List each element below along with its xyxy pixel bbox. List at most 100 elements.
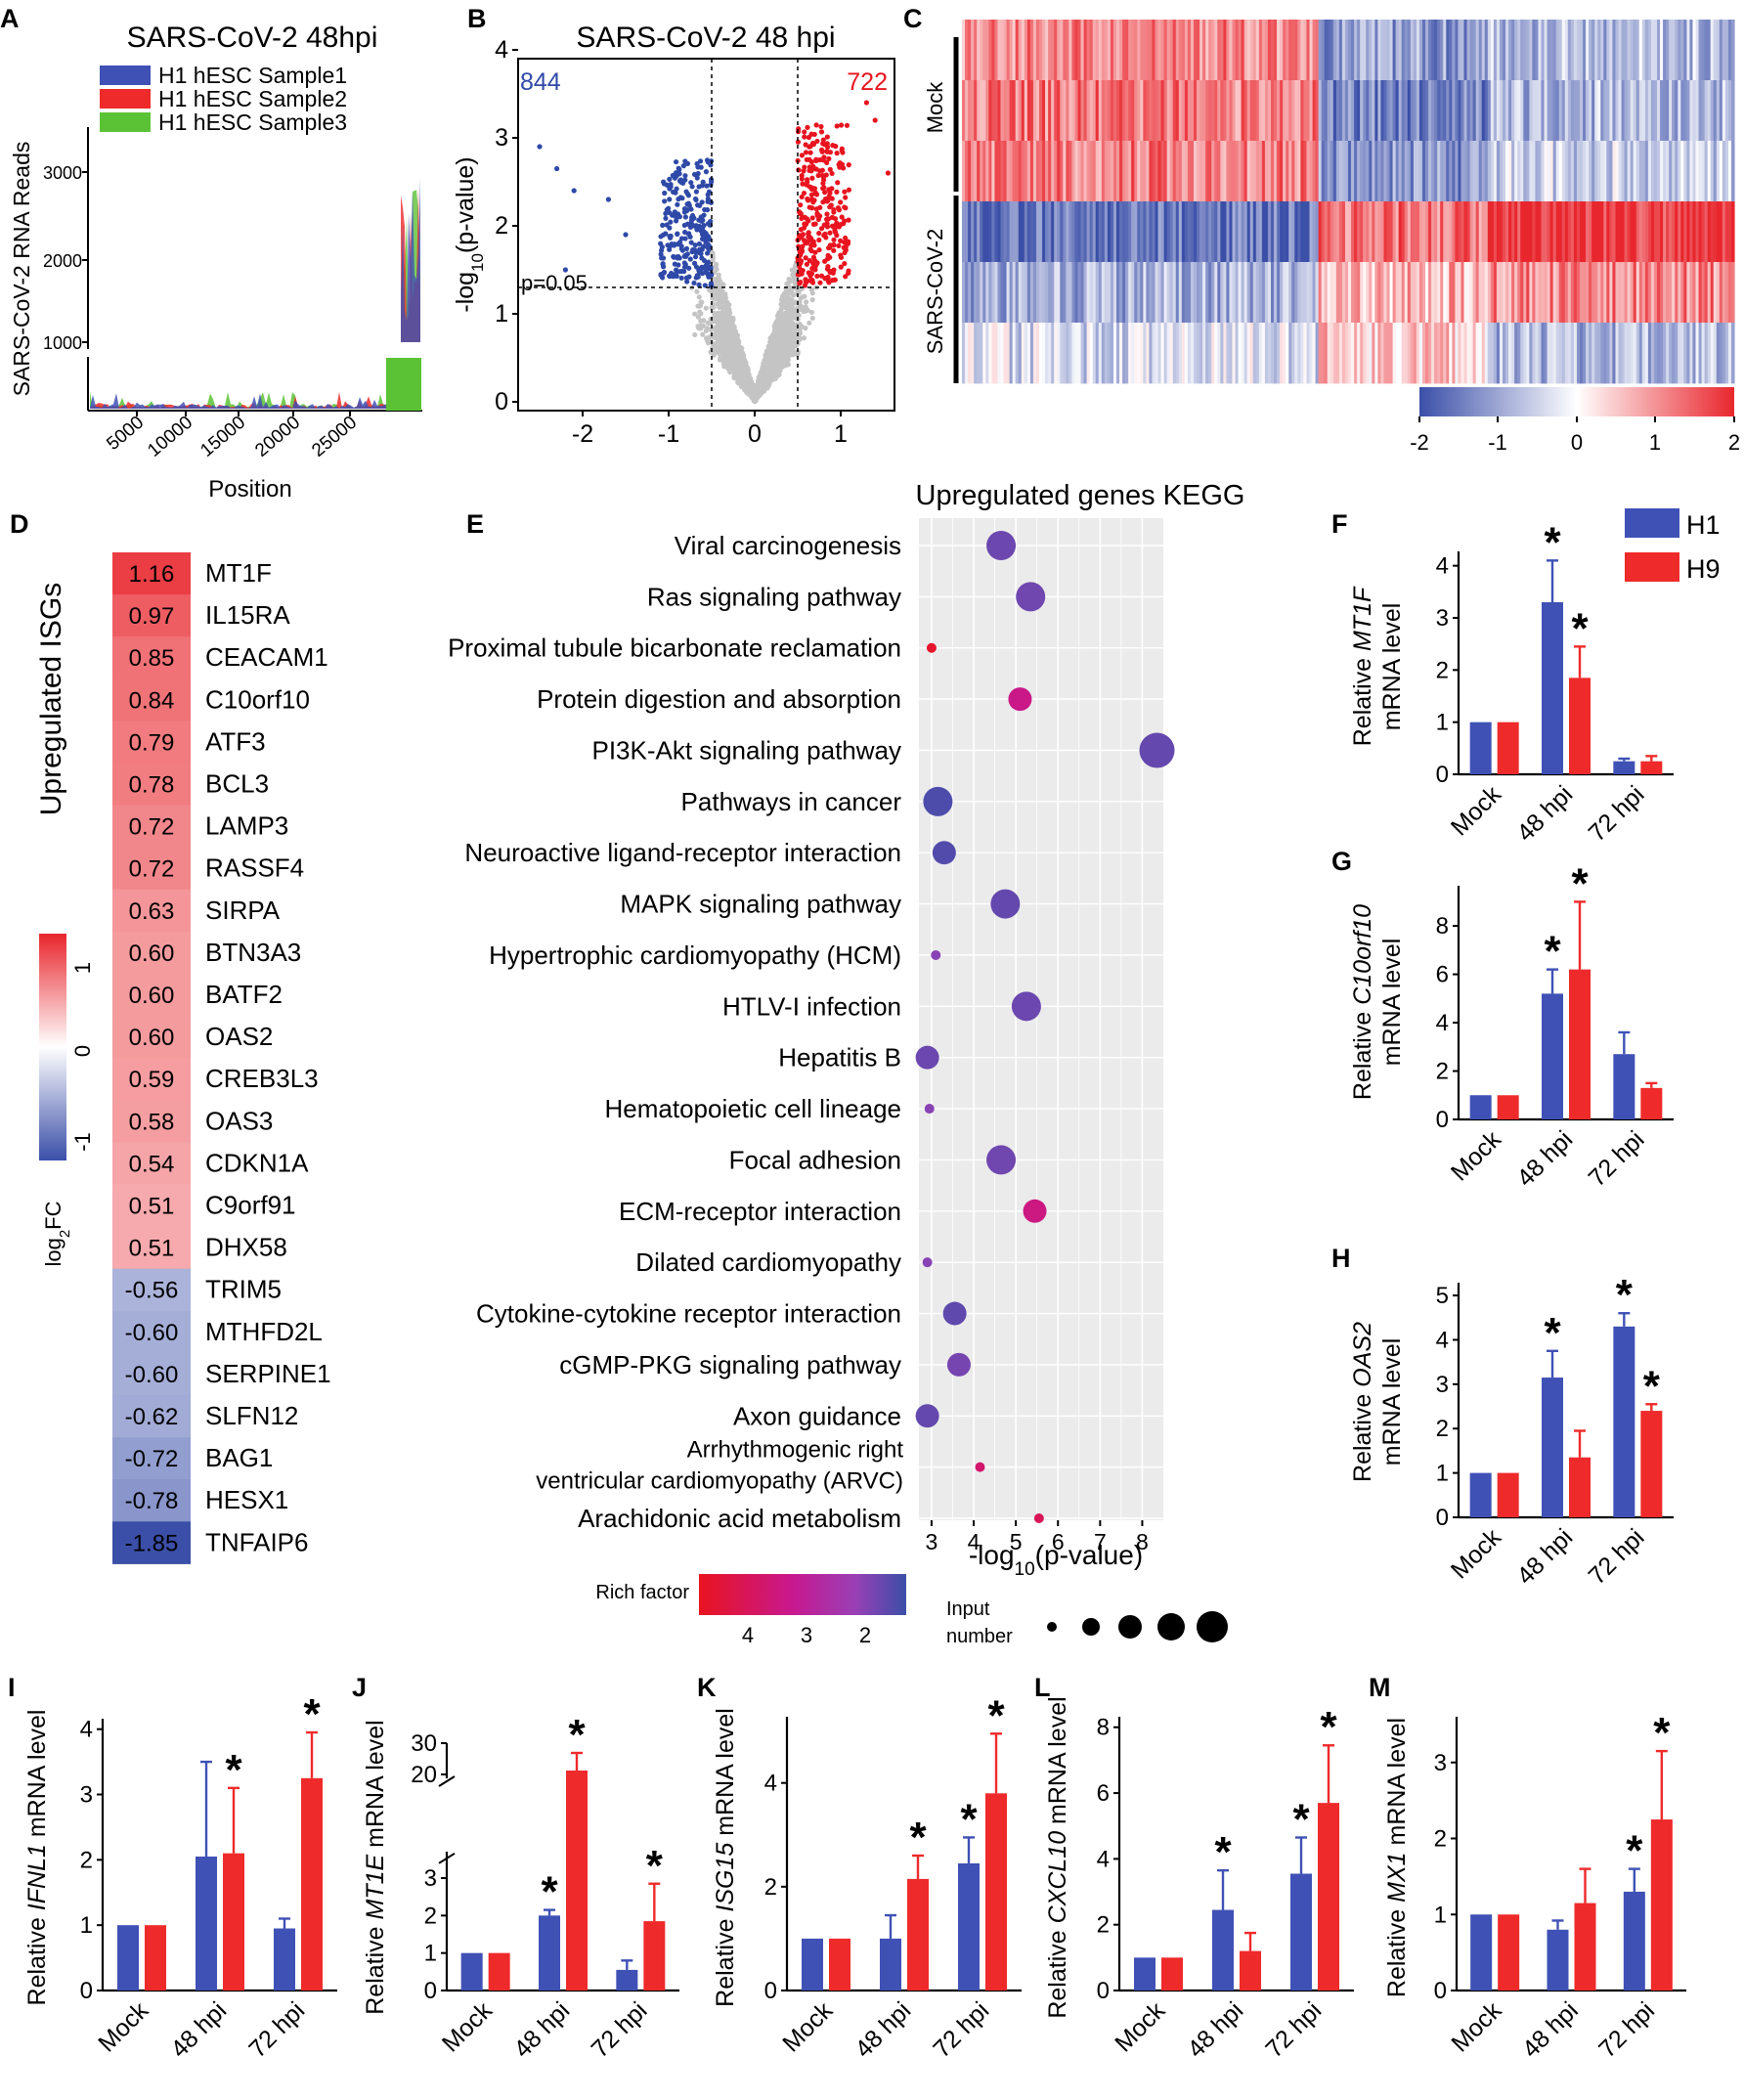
kegg-point bbox=[922, 1257, 933, 1268]
volcano-point bbox=[754, 392, 760, 398]
volcano-point bbox=[752, 398, 758, 404]
size-legend-dot bbox=[1157, 1613, 1185, 1641]
isg-value: 0.63 bbox=[129, 898, 175, 925]
volcano-point-down bbox=[673, 190, 678, 196]
isg-value: 0.79 bbox=[129, 729, 175, 756]
volcano-point-down bbox=[685, 193, 691, 198]
volcano-point-down bbox=[672, 261, 677, 267]
heatmap-cell bbox=[1730, 323, 1735, 384]
volcano-point-down bbox=[673, 218, 679, 224]
input-label: number bbox=[946, 1626, 1013, 1647]
volcano-point bbox=[706, 334, 712, 340]
volcano-point bbox=[804, 299, 809, 305]
isg-gene: OAS2 bbox=[205, 1022, 273, 1051]
volcano-point bbox=[783, 319, 789, 325]
volcano-point bbox=[809, 290, 815, 296]
isg-gene: CDKN1A bbox=[205, 1148, 309, 1177]
volcano-point-down bbox=[694, 273, 700, 279]
volcano-point bbox=[712, 312, 718, 318]
volcano-point-down bbox=[692, 196, 699, 202]
size-legend-dot bbox=[1047, 1622, 1057, 1632]
x-axis-label: -log10(p-value) bbox=[969, 1540, 1143, 1580]
volcano-point-down bbox=[678, 275, 684, 282]
volcano-point-up bbox=[822, 258, 828, 264]
isg-value: -0.62 bbox=[125, 1404, 179, 1430]
volcano-point-up bbox=[808, 192, 815, 197]
volcano-point bbox=[798, 295, 805, 301]
kegg-point bbox=[1008, 687, 1032, 712]
row-group-sars: SARS-CoV-2 bbox=[923, 229, 947, 354]
significance-star: * bbox=[1571, 859, 1589, 907]
volcano-point-up bbox=[820, 186, 826, 192]
kegg-term: Focal adhesion bbox=[729, 1145, 901, 1174]
y-tick-label: 3 bbox=[1436, 605, 1449, 632]
volcano-point-up bbox=[805, 196, 810, 202]
legend-swatch bbox=[100, 89, 151, 109]
isg-gene: CREB3L3 bbox=[205, 1064, 319, 1093]
volcano-point-down bbox=[678, 179, 684, 185]
x-tick-label: 0 bbox=[748, 420, 762, 448]
volcano-point bbox=[786, 337, 792, 343]
volcano-point-up bbox=[814, 273, 820, 280]
y-tick-label: 0 bbox=[1436, 762, 1449, 788]
volcano-point-up bbox=[838, 199, 844, 205]
isg-gene: LAMP3 bbox=[205, 811, 288, 841]
y-tick-label: 4 bbox=[1436, 553, 1449, 580]
volcano-point-up bbox=[837, 160, 843, 166]
volcano-point bbox=[700, 323, 706, 328]
volcano-point bbox=[742, 365, 748, 371]
isg-value: 0.97 bbox=[129, 603, 175, 630]
volcano-point bbox=[732, 372, 738, 379]
volcano-point-up bbox=[829, 170, 835, 177]
volcano-point-up bbox=[800, 181, 806, 187]
volcano-point bbox=[736, 354, 743, 360]
volcano-point bbox=[778, 337, 784, 343]
panel-e-title: Upregulated genes KEGG bbox=[916, 480, 1245, 511]
isg-value: 0.54 bbox=[129, 1151, 175, 1177]
volcano-point bbox=[716, 331, 721, 337]
isg-value: -1.85 bbox=[125, 1530, 179, 1556]
row-group-mock: Mock bbox=[923, 81, 947, 134]
volcano-point bbox=[696, 294, 702, 300]
volcano-point bbox=[730, 329, 736, 335]
volcano-point bbox=[791, 333, 797, 340]
volcano-point-up bbox=[808, 158, 814, 165]
volcano-point-up bbox=[808, 131, 814, 137]
volcano-point-up bbox=[822, 231, 828, 237]
volcano-point-up bbox=[814, 260, 820, 267]
bar-h1 bbox=[1613, 1054, 1635, 1119]
volcano-point-up bbox=[825, 263, 831, 270]
volcano-point bbox=[793, 311, 799, 317]
bar-h9 bbox=[1640, 1087, 1663, 1119]
volcano-point bbox=[738, 381, 745, 388]
volcano-point bbox=[723, 332, 730, 338]
volcano-outlier bbox=[623, 232, 629, 238]
kegg-point bbox=[1139, 732, 1175, 768]
kegg-term: Hematopoietic cell lineage bbox=[604, 1094, 901, 1123]
volcano-point-down bbox=[667, 186, 673, 192]
volcano-point-down bbox=[683, 253, 689, 259]
y-tick-label: 1 bbox=[1436, 710, 1449, 736]
volcano-point-up bbox=[816, 230, 822, 237]
volcano-point-down bbox=[668, 233, 674, 240]
volcano-point bbox=[763, 358, 768, 365]
volcano-point-up bbox=[834, 123, 840, 129]
volcano-point bbox=[721, 345, 727, 351]
volcano-point-up bbox=[831, 206, 837, 213]
x-tick-label: 48 hpi bbox=[1511, 780, 1578, 847]
volcano-point-up bbox=[796, 167, 802, 173]
volcano-point-down bbox=[682, 236, 688, 241]
scale-tick-label: 2 bbox=[1728, 430, 1740, 455]
volcano-point bbox=[809, 315, 815, 321]
panel-label-L: L bbox=[1034, 1673, 1051, 1702]
size-legend-dot bbox=[1118, 1615, 1142, 1639]
volcano-point-down bbox=[683, 275, 690, 281]
volcano-point bbox=[727, 341, 733, 347]
volcano-point bbox=[789, 342, 795, 348]
y-tick-label: 2 bbox=[1436, 657, 1449, 683]
volcano-point-down bbox=[658, 241, 664, 246]
volcano-point-up bbox=[828, 202, 834, 208]
volcano-point bbox=[778, 312, 784, 318]
volcano-point-down bbox=[698, 164, 704, 170]
